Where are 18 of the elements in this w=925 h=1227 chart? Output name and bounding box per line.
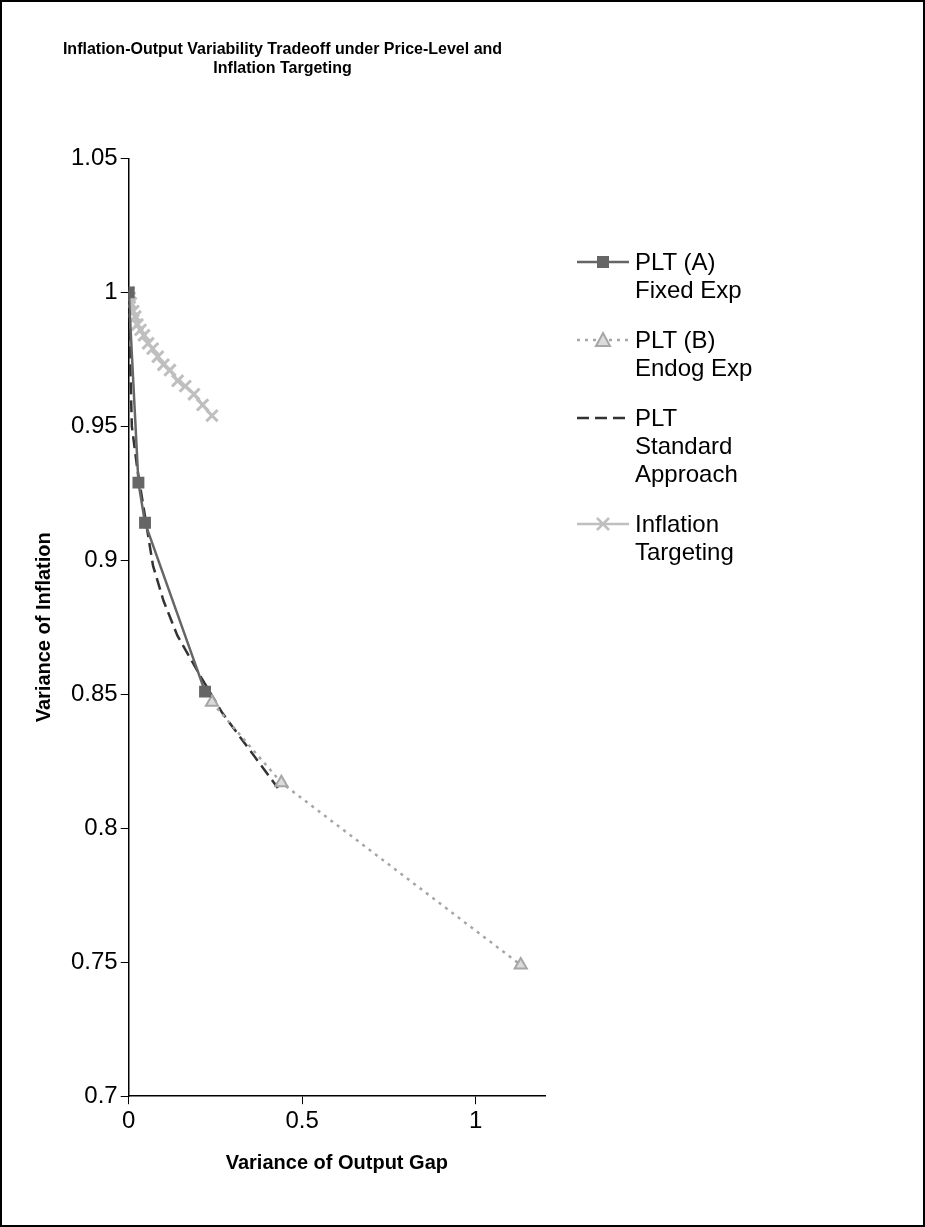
- legend-label: Inflation Targeting: [635, 510, 735, 567]
- y-tick-label: 0.8: [84, 812, 118, 840]
- y-axis-title: Variance of Inflation: [31, 532, 54, 723]
- y-tick-label: 0.75: [70, 946, 118, 974]
- y-tick-label: 0.7: [84, 1080, 118, 1108]
- y-tick-label: 0.85: [70, 678, 118, 706]
- y-tick-label: 1: [104, 277, 118, 304]
- y-tick-label: 0.9: [84, 544, 118, 572]
- x-tick-label: 1: [468, 1106, 483, 1134]
- legend-label: PLT (B) Endog Exp: [635, 326, 754, 383]
- x-tick-label: 0: [122, 1106, 136, 1134]
- y-tick-label: 1.05: [70, 143, 118, 171]
- x-tick-label: 0.5: [285, 1106, 319, 1134]
- legend-label: PLT Standard Approach: [635, 404, 739, 489]
- x-axis-title: Variance of Output Gap: [225, 1150, 448, 1173]
- chart-title: Inflation-Output Variability Tradeoff under Price-Level and Inflation Targeting: [62, 40, 503, 77]
- y-tick-label: 0.95: [70, 410, 118, 438]
- legend-label: PLT (A) Fixed Exp: [635, 248, 743, 305]
